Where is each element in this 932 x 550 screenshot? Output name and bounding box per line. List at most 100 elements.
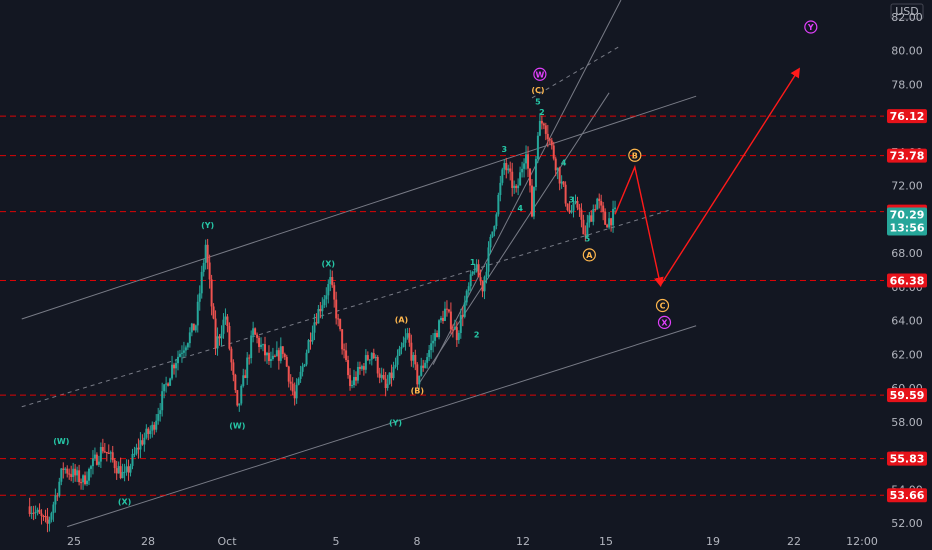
y-tick-label: 80.00 — [891, 45, 923, 58]
candle-body — [443, 308, 446, 321]
candle-body — [505, 163, 508, 171]
candle-body — [210, 279, 213, 307]
candle-body — [382, 374, 385, 379]
candle-body — [422, 365, 425, 368]
candle-body — [115, 468, 118, 474]
candle-body — [356, 366, 359, 381]
candle-body — [469, 274, 472, 287]
y-tick-label: 68.00 — [891, 247, 923, 260]
candle-body — [277, 350, 280, 361]
candle-body — [265, 352, 268, 356]
wave-label: (W) — [53, 437, 69, 446]
candle-body — [614, 207, 617, 209]
candle-body — [56, 495, 59, 497]
candle-body — [143, 437, 146, 445]
candle-body — [471, 271, 474, 275]
candle-body — [82, 475, 85, 483]
level-price-label: 55.83 — [890, 453, 925, 466]
candle-body — [546, 133, 549, 139]
currency-badge[interactable] — [890, 3, 924, 20]
candle-body — [610, 218, 613, 226]
candle-body — [548, 138, 551, 141]
level-price-box — [887, 488, 927, 503]
candle-body — [127, 466, 130, 473]
candle-body — [151, 424, 154, 431]
candle-body — [483, 276, 486, 292]
candle-body — [477, 264, 480, 278]
candle-body — [564, 184, 567, 204]
candle-body — [238, 403, 241, 406]
candle-body — [532, 187, 535, 217]
candle-body — [178, 353, 181, 357]
wave-label: 4 — [517, 204, 523, 213]
candle-body — [169, 378, 172, 386]
projection-arrow — [614, 164, 664, 288]
x-tick-label: Oct — [217, 535, 237, 548]
candle-body — [250, 335, 253, 358]
candle-body — [485, 271, 488, 277]
candle-body — [374, 357, 377, 359]
candle-body — [28, 506, 31, 514]
candle-body — [137, 447, 140, 450]
candle-body — [167, 383, 170, 386]
candle-body — [418, 375, 421, 385]
candle-body — [157, 414, 160, 421]
candle-body — [107, 452, 110, 454]
candle-body — [252, 328, 255, 336]
candle-body — [186, 343, 189, 348]
candle-body — [499, 182, 502, 195]
candle-body — [402, 342, 405, 348]
candles — [28, 113, 617, 533]
wave-circle-label: A — [586, 251, 593, 260]
candle-body — [271, 355, 274, 360]
candle-body — [388, 372, 391, 384]
wave-label: (X) — [322, 260, 335, 269]
candle-body — [260, 344, 263, 347]
candle-body — [131, 454, 134, 466]
candle-body — [404, 337, 407, 343]
candle-body — [163, 384, 166, 392]
candle-body — [216, 336, 219, 349]
candle-body — [184, 347, 187, 351]
candle-body — [192, 323, 195, 331]
wave-label: 1 — [470, 258, 476, 267]
wave-label: (A) — [395, 315, 409, 324]
wave-label: (B) — [411, 386, 424, 395]
candle-body — [87, 468, 90, 481]
y-tick-label: 62.00 — [891, 348, 923, 361]
candle-body — [230, 348, 233, 363]
candle-body — [297, 378, 300, 385]
mid-channel-line — [21, 208, 673, 408]
candle-body — [202, 262, 205, 272]
candle-body — [515, 185, 518, 189]
candle-body — [550, 140, 553, 146]
candle-body — [378, 373, 381, 378]
candle-body — [467, 286, 470, 291]
candle-body — [501, 169, 504, 183]
candle-body — [349, 375, 352, 386]
candle-body — [372, 352, 375, 359]
upper-channel-line — [21, 95, 697, 320]
candle-body — [66, 468, 69, 474]
candle-body — [525, 154, 528, 164]
candle-body — [315, 322, 318, 324]
price-axis[interactable]: USD 52.0054.0056.0058.0060.0062.0064.006… — [884, 0, 932, 530]
candle-body — [74, 468, 77, 476]
candle-body — [133, 453, 136, 455]
candle-body — [86, 480, 89, 485]
candle-body — [521, 168, 524, 173]
candle-body — [341, 329, 344, 350]
candle-body — [600, 200, 603, 206]
wave-circle-label: Y — [807, 23, 814, 32]
candle-body — [432, 340, 435, 344]
candle-body — [101, 447, 104, 452]
candle-body — [447, 309, 450, 312]
time-axis[interactable]: 25 28 Oct 5 8 12 15 19 22 12:00 — [67, 535, 878, 548]
candle-body — [32, 512, 35, 514]
candle-body — [206, 244, 209, 263]
candle-body — [449, 311, 452, 330]
candle-body — [244, 375, 247, 379]
candle-body — [269, 359, 272, 362]
level-price-label: 66.38 — [890, 275, 925, 288]
